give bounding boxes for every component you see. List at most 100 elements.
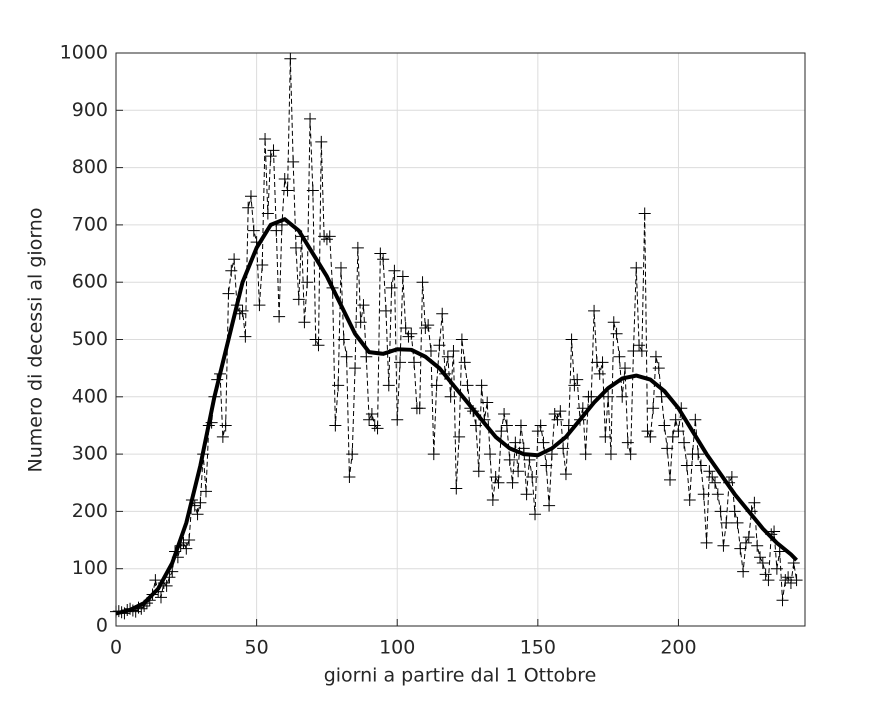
data-point (183, 534, 196, 547)
data-point (489, 471, 502, 484)
data-point (461, 379, 474, 392)
data-point (610, 327, 623, 340)
data-point (678, 436, 691, 449)
data-point (607, 316, 620, 329)
data-point (244, 190, 257, 203)
data-point (363, 413, 376, 426)
x-tick-label: 200 (660, 637, 696, 659)
data-point (768, 525, 781, 538)
data-point (357, 299, 370, 312)
data-point (756, 556, 769, 569)
data-point (247, 224, 260, 237)
data-point (635, 344, 648, 357)
y-tick-label: 900 (72, 99, 108, 121)
data-point (413, 402, 426, 415)
data-point (739, 536, 752, 549)
data-point (416, 276, 429, 289)
y-tick-label: 0 (96, 615, 108, 637)
data-point (180, 542, 193, 555)
data-point (509, 436, 522, 449)
data-point (526, 471, 539, 484)
data-point (652, 362, 665, 375)
data-point (399, 322, 412, 335)
x-tick-label: 0 (110, 637, 122, 659)
data-point (216, 430, 229, 443)
data-point (264, 150, 277, 163)
data-point (717, 539, 730, 552)
data-point (512, 465, 525, 478)
data-point (225, 264, 238, 277)
data-point (149, 574, 162, 587)
data-point (669, 413, 682, 426)
data-point (374, 247, 387, 260)
data-point (664, 473, 677, 486)
data-point (579, 448, 592, 461)
data-point (408, 356, 421, 369)
data-point (354, 316, 367, 329)
data-point (596, 356, 609, 369)
y-tick-label: 300 (72, 443, 108, 465)
data-point (731, 516, 744, 529)
data-point (506, 476, 519, 489)
data-point (349, 362, 362, 375)
data-point (751, 539, 764, 552)
data-point (472, 465, 485, 478)
data-point (419, 322, 432, 335)
data-point (649, 350, 662, 363)
data-point (444, 390, 457, 403)
data-point (239, 330, 252, 343)
data-point (332, 379, 345, 392)
fit-curve (115, 217, 798, 616)
data-point (585, 390, 598, 403)
data-point (616, 390, 629, 403)
data-point (661, 442, 674, 455)
data-point (703, 465, 716, 478)
data-point (754, 551, 767, 564)
data-point (447, 344, 460, 357)
data-point (700, 536, 713, 549)
data-point (492, 476, 505, 489)
data-point (486, 493, 499, 506)
data-point (382, 379, 395, 392)
data-point (621, 436, 634, 449)
data-point (278, 173, 291, 186)
data-point (365, 407, 378, 420)
data-point (154, 591, 167, 604)
axes-box (115, 52, 806, 627)
data-point (599, 430, 612, 443)
data-point (427, 448, 440, 461)
data-point (784, 577, 797, 590)
data-point (343, 471, 356, 484)
y-axis-label: Numero di decessi al giorno (25, 208, 47, 473)
data-point (728, 505, 741, 518)
data-point (692, 448, 705, 461)
x-axis-label: giorni a partire dal 1 Ottobre (324, 665, 597, 687)
data-point (706, 471, 719, 484)
data-point (658, 419, 671, 432)
y-tick-label: 700 (72, 213, 108, 235)
data-point (602, 390, 615, 403)
data-point (554, 405, 567, 418)
data-point (770, 562, 783, 575)
data-point (289, 241, 302, 254)
data-point (453, 430, 466, 443)
data-point (540, 459, 553, 472)
data-point (638, 207, 651, 220)
data-point (776, 594, 789, 607)
data-point (450, 482, 463, 495)
data-point (337, 333, 350, 346)
data-point (281, 184, 294, 197)
data-point (441, 350, 454, 363)
data-point (371, 422, 384, 435)
data-point (543, 499, 556, 512)
data-point (242, 201, 255, 214)
data-point (697, 488, 710, 501)
data-point (709, 476, 722, 489)
data-point (655, 390, 668, 403)
data-point (680, 459, 693, 472)
data-point (557, 442, 570, 455)
data-point (298, 316, 311, 329)
data-point (455, 333, 468, 346)
x-tick-label: 150 (520, 637, 556, 659)
